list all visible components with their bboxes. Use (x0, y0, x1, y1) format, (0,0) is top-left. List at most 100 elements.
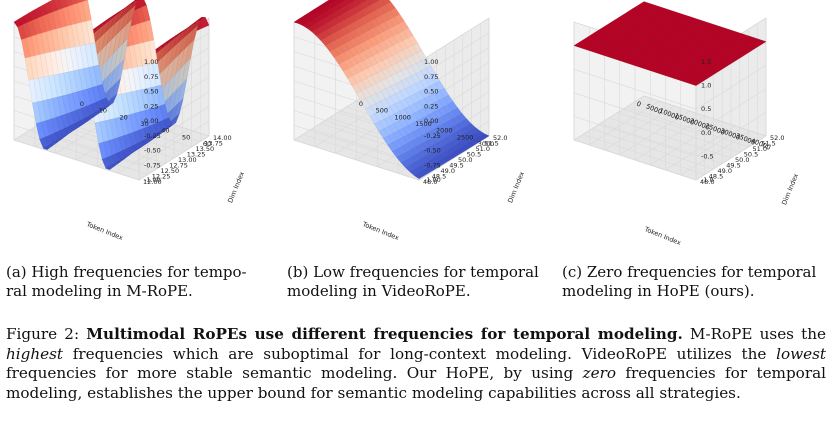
caption-bold: Multimodal RoPEs use different frequenci… (86, 325, 683, 343)
subcaption-b: (b) Low frequencies for temporal modelin… (287, 263, 555, 301)
x-tick-label: 30 (140, 120, 148, 128)
caption-seg-3: lowest (776, 344, 826, 363)
z-tick-label: -0.5 (701, 152, 714, 160)
z-tick-label: 1.00 (424, 58, 438, 66)
subcaption-a-line1: (a) High frequencies for tempo- (6, 263, 247, 281)
z-tick-label: -0.50 (424, 147, 441, 155)
panel-c: 0 5000 10000 15000 20000 25000 30000 35000 40000… (560, 0, 832, 262)
z-tick-label: 1.0 (701, 82, 711, 90)
y-tick-label: 50.0 (458, 156, 472, 164)
y-tick-label: 48.0 (700, 178, 714, 186)
x-tick-label: 50 (182, 133, 190, 141)
y-axis-label: Dim Index (506, 170, 526, 204)
y-tick-label: 12.00 (143, 178, 162, 186)
x-tick-label: 2500 (457, 133, 474, 141)
z-tick-label: -0.75 (144, 161, 161, 169)
y-tick-label: 14.00 (213, 134, 232, 142)
x-tick-label: 0 (359, 100, 363, 108)
y-tick-label: 51.5 (484, 140, 498, 148)
caption-label: Figure 2: (6, 325, 80, 343)
x-tick-label: 3000 (478, 140, 495, 148)
y-tick-label: 51.0 (476, 145, 490, 153)
surface-patch (349, 0, 357, 3)
z-tick-label: 0.75 (424, 73, 438, 81)
y-tick-label: 48.5 (432, 173, 446, 181)
subcaption-a-line2: ral modeling in M-RoPE. (6, 282, 193, 300)
x-tick-label: 1000 (394, 113, 411, 121)
z-tick-label: -0.75 (424, 161, 441, 169)
z-tick-label: -0.50 (144, 147, 161, 155)
z-tick-label: -1.00 (424, 176, 441, 184)
tick-labels: 0 500 1000 1500 2000 2500 3000 48.048.549.049.5… (359, 58, 508, 186)
caption-seg-4: frequencies for more stable semantic mod… (6, 364, 583, 383)
surface-patch (479, 133, 490, 140)
surface-patch (130, 0, 139, 10)
y-tick-label: 51.5 (761, 140, 775, 148)
x-axis-label: Token Index (84, 220, 124, 242)
x-tick-label: 40 (161, 127, 169, 135)
z-tick-label: 0.25 (144, 102, 158, 110)
x-tick-label: 0 (80, 100, 84, 108)
caption-seg-5: zero (582, 364, 616, 383)
z-tick-label: 0.50 (144, 88, 158, 96)
y-axis-label: Dim Index (226, 170, 246, 204)
surface-plot-c: 0 500010000150002000025000300003500040000… (573, 1, 800, 247)
y-axis-label: Dim Index (780, 172, 800, 206)
caption-seg-0: M-RoPE uses the (682, 325, 826, 343)
y-tick-label: 12.75 (169, 162, 188, 170)
x-axis-label: Token Index (360, 220, 400, 242)
x-tick-label: 2000 (436, 127, 453, 135)
subcaption-b-line1: (b) Low frequencies for temporal (287, 263, 539, 281)
surface-patch (340, 0, 346, 2)
surface (573, 1, 767, 86)
y-tick-label: 13.50 (196, 145, 215, 153)
y-tick-label: 50.5 (744, 151, 758, 159)
z-tick-label: 0.5 (701, 105, 711, 113)
y-tick-label: 50.0 (735, 156, 749, 164)
z-tick-label: 0.25 (424, 102, 438, 110)
y-tick-label: 13.25 (187, 151, 206, 159)
x-tick-label: 0 (635, 100, 642, 109)
subcaption-b-line2: modeling in VideoRoPE. (287, 282, 471, 300)
x-tick-label: 500 (376, 107, 388, 115)
subcaption-c-line2: modeling in HoPE (ours). (562, 282, 755, 300)
y-tick-label: 49.5 (726, 162, 740, 170)
x-axis-label: Token Index (642, 225, 682, 247)
z-tick-label: 0.00 (144, 117, 158, 125)
surface-patch (738, 36, 767, 50)
y-tick-label: 12.25 (152, 173, 171, 181)
surface-patch (328, 0, 338, 3)
z-tick-label: -0.25 (424, 132, 441, 140)
y-tick-label: 50.5 (467, 151, 481, 159)
caption-seg-1: highest (6, 344, 64, 363)
z-tick-label: -1.0 (701, 176, 714, 184)
y-tick-label: 48.5 (709, 173, 723, 181)
y-tick-label: 13.75 (204, 140, 223, 148)
caption-seg-6: frequencies for temporal modeling, estab… (6, 364, 826, 402)
subcaption-a: (a) High frequencies for tempo- ral mode… (6, 263, 278, 301)
surface-patch (374, 0, 381, 3)
x-tick-label: 60 (203, 140, 211, 148)
z-tick-label: 0.0 (701, 129, 711, 137)
x-tick-label: 10 (99, 107, 107, 115)
figure-caption: Figure 2: Multimodal RoPEs use different… (6, 325, 826, 403)
surface (13, 0, 210, 170)
x-tick-label: 20 (120, 113, 128, 121)
z-tick-label: 0.75 (144, 73, 158, 81)
panel-a: 0 10 20 30 40 50 60 12.00 12.25 12.50 12.75 13.00 13… (0, 0, 275, 262)
z-tick-label: -1.00 (144, 176, 161, 184)
y-tick-label: 49.5 (449, 162, 463, 170)
y-tick-label: 49.0 (718, 167, 732, 175)
surface-patch (200, 17, 210, 28)
subcaption-c-line1: (c) Zero frequencies for temporal (562, 263, 817, 281)
tick-labels: 010203040506012.0012.2512.5012.7513.0013… (80, 58, 232, 186)
subcaption-c: (c) Zero frequencies for temporal modeli… (562, 263, 830, 301)
y-tick-label: 51.0 (753, 145, 767, 153)
y-tick-label: 52.0 (493, 134, 507, 142)
surface-plot-b: 0 500 1000 1500 2000 2500 3000 48.048.549.049.5… (293, 0, 526, 242)
z-tick-label: 1.00 (144, 58, 158, 66)
y-tick-label: 52.0 (770, 134, 784, 142)
caption-seg-2: frequencies which are suboptimal for lon… (63, 344, 777, 363)
z-tick-label: 0.00 (424, 117, 438, 125)
z-tick-label: 1.5 (701, 58, 711, 66)
